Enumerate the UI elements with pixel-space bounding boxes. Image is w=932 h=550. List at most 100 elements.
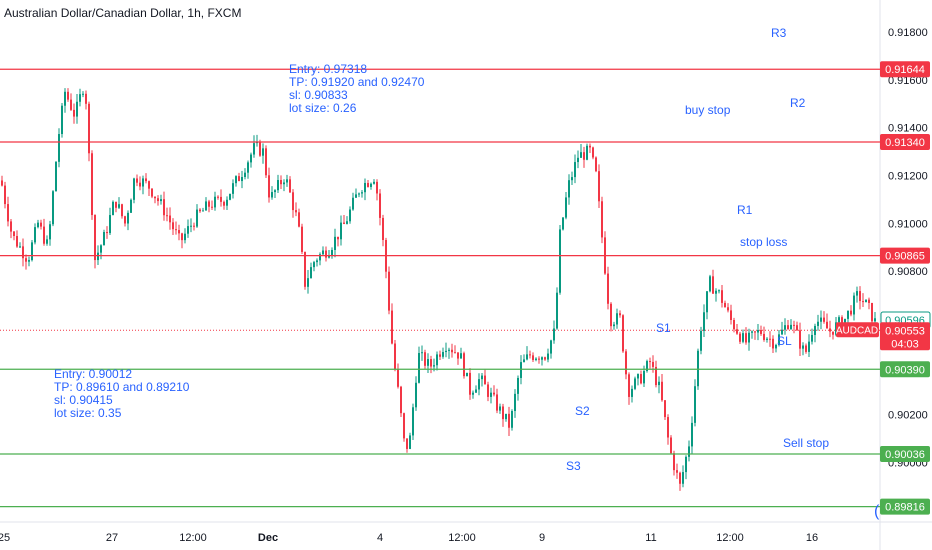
candle-body xyxy=(244,172,246,177)
y-tick-label: 0.91200 xyxy=(888,170,928,182)
y-tick-label: 0.91600 xyxy=(888,75,928,87)
candle-body xyxy=(160,199,162,202)
label-s2: S2 xyxy=(575,404,590,418)
candle-body xyxy=(229,193,231,200)
candle-body xyxy=(364,182,366,193)
candle-body xyxy=(25,258,27,262)
candle-body xyxy=(412,407,414,436)
level-price-tag xyxy=(880,61,930,78)
candle-body xyxy=(295,210,297,213)
candle-body xyxy=(559,229,561,293)
candle-body xyxy=(349,209,351,222)
candle-body xyxy=(271,192,273,198)
candle-body xyxy=(136,178,138,183)
candle-body xyxy=(505,413,507,420)
buy-trade-note: Entry: 0.97318 TP: 0.91920 and 0.92470 s… xyxy=(289,63,424,115)
candle-body xyxy=(571,177,573,181)
candle-body xyxy=(328,255,330,258)
candle-body xyxy=(511,410,513,428)
label-s1: S1 xyxy=(656,321,671,335)
y-tick-label: 0.90200 xyxy=(888,410,928,422)
candle-body xyxy=(658,381,660,386)
candle-body xyxy=(673,453,675,471)
candle-body xyxy=(370,183,372,187)
level-price-tag xyxy=(880,445,930,462)
last-price-tag xyxy=(880,322,930,351)
candle-body xyxy=(187,226,189,234)
candle-body xyxy=(91,153,93,216)
candle-body xyxy=(529,354,531,356)
candle-body xyxy=(598,171,600,202)
candle-body xyxy=(481,375,483,380)
candle-body xyxy=(463,353,465,377)
candle-body xyxy=(433,365,435,367)
candle-body xyxy=(106,231,108,234)
candle-body xyxy=(838,317,840,323)
candle-body xyxy=(286,179,288,183)
candle-body xyxy=(613,324,615,327)
candle-body xyxy=(28,260,30,262)
candle-body xyxy=(403,413,405,439)
candle-body xyxy=(70,99,72,110)
candle-body xyxy=(733,319,735,330)
candle-body xyxy=(343,222,345,224)
candle-body xyxy=(817,321,819,326)
candle-body xyxy=(400,386,402,414)
candle-body xyxy=(367,182,369,187)
scroll-marker[interactable]: ( xyxy=(874,503,880,520)
buy-note-tp: TP: 0.91920 and 0.92470 xyxy=(289,75,425,89)
candle-body xyxy=(730,310,732,320)
candle-body xyxy=(811,334,813,342)
candle-body xyxy=(670,437,672,454)
candle-body xyxy=(280,180,282,185)
candle-body xyxy=(514,393,516,411)
candle-body xyxy=(487,384,489,397)
sell-note-tp: TP: 0.89610 and 0.89210 xyxy=(54,380,190,394)
candle-body xyxy=(76,101,78,117)
candle-body xyxy=(436,354,438,366)
candle-body xyxy=(250,154,252,163)
candle-body xyxy=(457,352,459,359)
candle-body xyxy=(526,354,528,360)
candle-body xyxy=(442,352,444,357)
candle-body xyxy=(823,317,825,322)
candle-body xyxy=(94,215,96,261)
candle-body xyxy=(40,222,42,227)
candle-body xyxy=(493,392,495,395)
candle-body xyxy=(208,201,210,207)
candle-body xyxy=(580,152,582,158)
candle-body xyxy=(274,190,276,193)
label-stop-loss: stop loss xyxy=(740,235,788,249)
candle-body xyxy=(73,109,75,117)
candle-body xyxy=(298,212,300,227)
candle-body xyxy=(592,147,594,158)
candle-body xyxy=(103,231,105,246)
candle-body xyxy=(508,413,510,428)
candle-body xyxy=(655,366,657,386)
candle-body xyxy=(391,310,393,344)
candle-body xyxy=(31,242,33,261)
candle-body xyxy=(313,262,315,268)
level-price-tag xyxy=(880,247,930,264)
candle-body xyxy=(715,290,717,294)
candle-body xyxy=(787,325,789,329)
sell-note-lot-size: lot size: 0.35 xyxy=(54,406,122,420)
candle-body xyxy=(334,236,336,250)
candle-body xyxy=(151,188,153,197)
y-tick-label: 0.90800 xyxy=(888,266,928,278)
candle-body xyxy=(847,310,849,319)
candle-body xyxy=(538,358,540,360)
candle-body xyxy=(586,145,588,160)
candle-body xyxy=(742,333,744,342)
candle-body xyxy=(376,181,378,194)
candle-body xyxy=(22,246,24,259)
candle-body xyxy=(616,313,618,325)
candle-body xyxy=(46,239,48,244)
chart-title: Australian Dollar/Canadian Dollar, 1h, F… xyxy=(4,6,242,20)
label-s3: S3 xyxy=(566,459,581,473)
candle-body xyxy=(832,331,834,335)
candle-body xyxy=(595,157,597,172)
candle-body xyxy=(541,357,543,360)
candle-body xyxy=(682,472,684,484)
